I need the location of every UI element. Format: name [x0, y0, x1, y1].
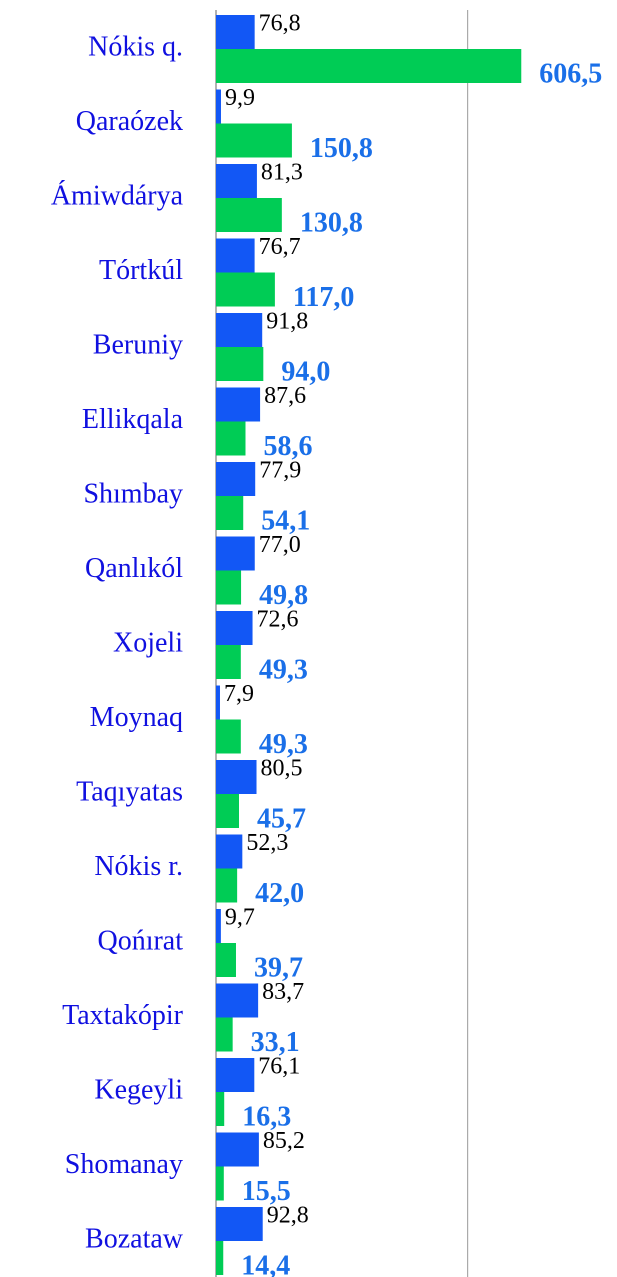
bar	[216, 89, 221, 124]
bar	[216, 1092, 225, 1126]
bar	[216, 570, 242, 605]
bar	[216, 238, 255, 273]
bar	[216, 123, 292, 158]
value-label: 150,8	[310, 133, 373, 164]
value-label: 7,9	[224, 681, 254, 707]
value-label: 54,1	[261, 505, 310, 536]
value-label: 130,8	[300, 207, 363, 238]
value-label: 49,3	[259, 654, 308, 685]
value-label: 9,9	[225, 85, 255, 111]
value-label: 77,0	[259, 532, 301, 558]
category-label: Moynaq	[90, 702, 183, 733]
value-label: 45,7	[257, 803, 306, 834]
bar	[216, 834, 243, 869]
value-label: 49,8	[259, 580, 308, 611]
category-label: Shomanay	[65, 1149, 183, 1180]
value-label: 14,4	[241, 1250, 290, 1277]
bar	[216, 164, 257, 198]
bar	[216, 421, 246, 456]
category-label: Kegeyli	[94, 1074, 183, 1105]
bar	[216, 760, 257, 794]
category-label: Beruniy	[93, 329, 183, 360]
category-label: Nókis r.	[94, 851, 183, 882]
value-label: 52,3	[246, 830, 288, 856]
bar	[216, 943, 236, 977]
value-label: 77,9	[259, 458, 301, 484]
category-label: Bozataw	[85, 1223, 184, 1254]
category-label: Qanlıkól	[85, 553, 183, 584]
category-label: Qońırat	[97, 925, 183, 956]
bar	[216, 15, 255, 49]
category-label: Qaraózek	[76, 106, 183, 137]
value-label: 606,5	[539, 58, 602, 89]
bar	[216, 645, 241, 679]
value-label: 81,3	[261, 160, 303, 186]
value-label: 9,7	[225, 905, 255, 931]
value-label: 85,2	[263, 1128, 305, 1154]
bar	[216, 909, 221, 943]
category-label: Nókis q.	[88, 31, 183, 62]
bar	[216, 1207, 263, 1241]
category-label: Ámiwdárya	[51, 180, 184, 211]
bar	[216, 198, 282, 232]
bar	[216, 313, 263, 347]
value-label: 76,8	[259, 11, 301, 37]
value-label: 15,5	[242, 1176, 291, 1207]
bar	[216, 1058, 255, 1092]
bar	[216, 719, 241, 754]
bar	[216, 536, 255, 571]
bar	[216, 49, 522, 83]
bar	[216, 1241, 224, 1275]
bar	[216, 387, 261, 422]
bar	[216, 1017, 233, 1052]
value-label: 87,6	[264, 383, 306, 409]
category-label: Taqıyatas	[76, 776, 183, 807]
category-label: Shımbay	[83, 478, 183, 509]
bar	[216, 272, 275, 307]
bar	[216, 685, 220, 720]
value-label: 58,6	[263, 431, 312, 462]
value-label: 39,7	[254, 952, 303, 983]
category-label: Xojeli	[113, 627, 183, 658]
value-label: 80,5	[261, 756, 303, 782]
value-label: 91,8	[266, 309, 308, 335]
value-label: 16,3	[242, 1101, 291, 1132]
value-label: 94,0	[281, 356, 330, 387]
value-label: 117,0	[293, 282, 354, 313]
bar	[216, 1166, 224, 1201]
bar	[216, 496, 244, 530]
value-label: 76,1	[258, 1054, 300, 1080]
bar	[216, 794, 240, 828]
bar	[216, 983, 259, 1018]
bar	[216, 611, 253, 645]
value-label: 49,3	[259, 729, 308, 760]
category-label: Tórtkúl	[99, 255, 183, 286]
bar	[216, 1132, 259, 1167]
bar	[216, 868, 238, 903]
value-label: 76,7	[259, 234, 301, 260]
value-label: 92,8	[267, 1203, 309, 1229]
value-label: 42,0	[255, 878, 304, 909]
category-label: Ellikqala	[82, 404, 184, 435]
value-label: 33,1	[251, 1027, 300, 1058]
value-label: 83,7	[262, 979, 304, 1005]
bar	[216, 462, 256, 496]
bar	[216, 347, 264, 381]
category-label: Taxtakópir	[62, 1000, 184, 1031]
value-label: 72,6	[257, 607, 299, 633]
